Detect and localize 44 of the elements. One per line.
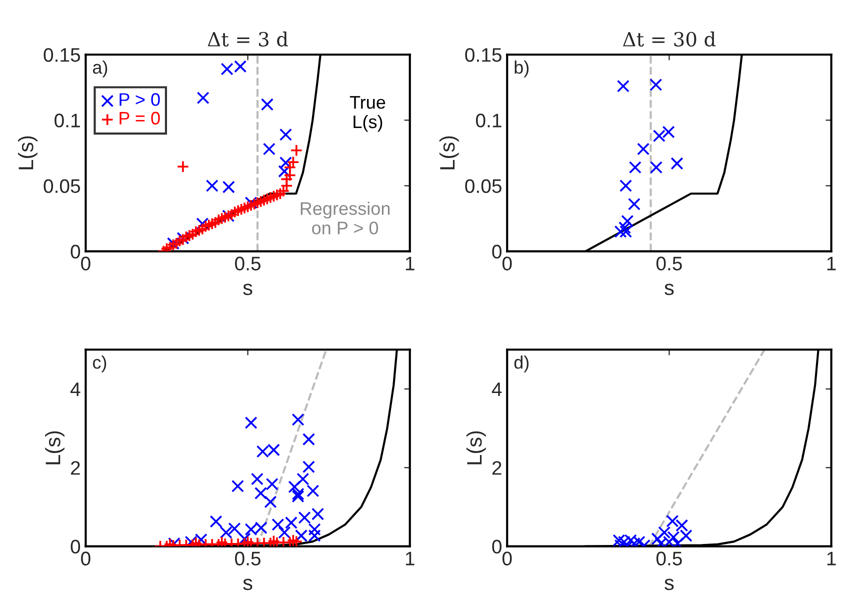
y-tick-label: 0.1 [476,114,502,128]
annotation: Regression on P > 0 [300,202,390,234]
x-tick-label: 0.5 [656,552,682,566]
y-tick-label: 0.05 [44,179,80,193]
y-tick-label: 0.1 [54,114,80,128]
y-axis-title: L(s) [466,431,486,464]
x-tick-label: 0.5 [235,552,260,566]
x-tick-label: 0 [81,256,90,270]
y-tick-label: 0 [492,244,502,259]
annotation: b) [514,60,529,78]
x-tick-label: 1 [406,256,414,270]
legend-label: P = 0 [120,112,160,125]
x-tick-label: 0 [502,256,512,270]
x-axis-title: s [243,578,252,590]
y-tick-label: 0.05 [465,179,502,193]
annotation: c) [92,356,106,372]
y-tick-label: 0 [492,540,502,554]
y-tick-label: 0 [70,540,80,554]
y-axis-title: L(s) [18,136,38,170]
x-axis-title: s [243,284,252,296]
x-tick-label: 1 [827,256,836,270]
y-axis-title: L(s) [439,136,459,170]
y-tick-label: 0.15 [465,48,502,62]
chart-title: Δt = 30 d [623,32,716,47]
y-tick-label: 0.15 [44,48,80,62]
x-tick-label: 0 [502,552,512,566]
y-tick-label: 4 [70,382,80,396]
x-tick-label: 0.5 [235,256,260,270]
y-tick-label: 0 [70,244,80,259]
legend-label: P > 0 [120,93,160,106]
x-axis-title: s [664,578,674,590]
x-tick-label: 0 [81,552,90,566]
x-tick-label: 1 [406,552,414,566]
y-tick-label: 2 [71,461,80,475]
chart-title: Δt = 3 d [208,32,288,47]
y-tick-label: 2 [492,461,502,475]
annotation: a) [92,60,108,78]
x-tick-label: 0.5 [656,256,682,270]
y-tick-label: 4 [492,382,502,396]
y-axis-title: L(s) [45,431,64,464]
x-axis-title: s [664,284,674,296]
annotation: d) [514,356,529,372]
annotation: True L(s) [350,96,386,132]
x-tick-label: 1 [827,552,836,566]
